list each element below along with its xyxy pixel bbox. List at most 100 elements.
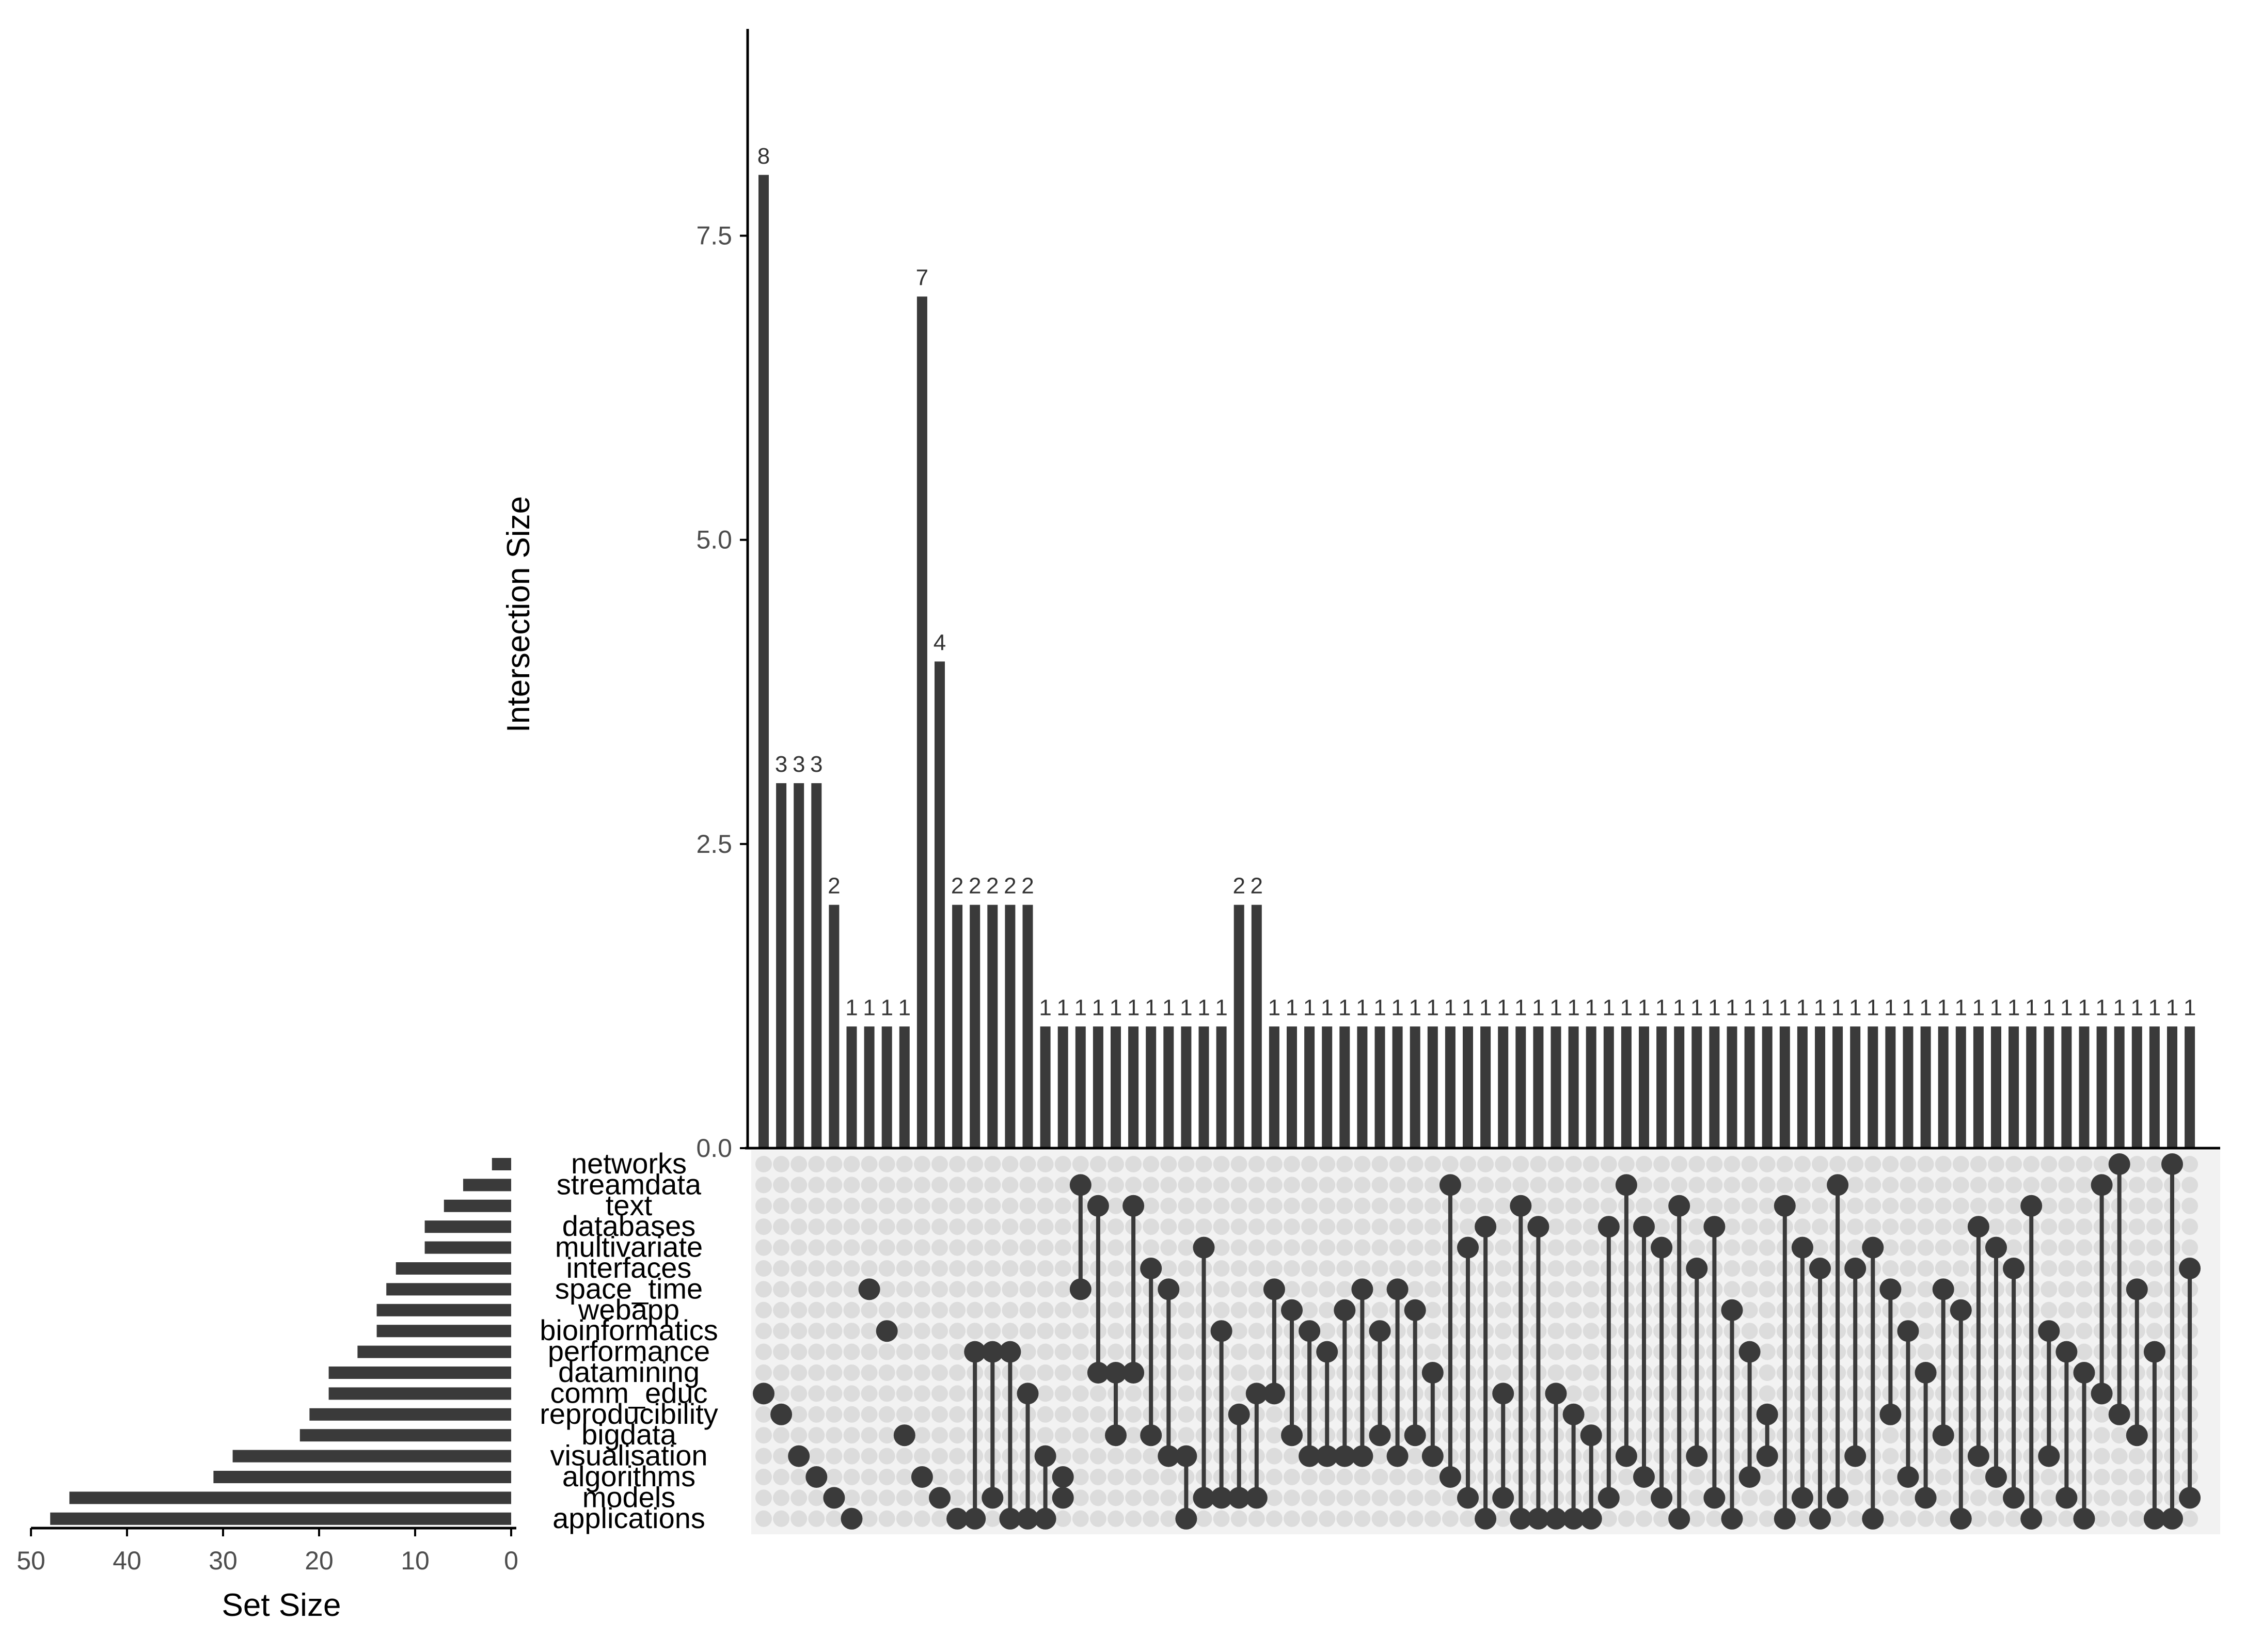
matrix-empty-dot xyxy=(1882,1218,1899,1235)
membership-dot xyxy=(1791,1236,1813,1259)
matrix-empty-dot xyxy=(1266,1510,1283,1527)
matrix-empty-dot xyxy=(1037,1364,1054,1381)
matrix-empty-dot xyxy=(1019,1364,1036,1381)
axis-ticks: 0.0 2.5 5.0 7.5 50 40 30 20 10 0 xyxy=(17,221,748,1575)
matrix-empty-dot xyxy=(861,1406,878,1423)
matrix-empty-dot xyxy=(861,1469,878,1485)
intersection-bar xyxy=(1480,1026,1491,1148)
matrix-empty-dot xyxy=(1248,1343,1265,1360)
membership-dot xyxy=(1510,1507,1532,1530)
membership-dot xyxy=(1703,1487,1726,1509)
bar-value-label: 1 xyxy=(1726,995,1738,1020)
matrix-empty-dot xyxy=(949,1260,966,1277)
matrix-empty-dot xyxy=(1952,1218,1969,1235)
intersection-bar xyxy=(1128,1026,1139,1148)
bar-value-label: 1 xyxy=(1919,995,1932,1020)
matrix-empty-dot xyxy=(1230,1323,1247,1340)
matrix-empty-dot xyxy=(1653,1510,1670,1527)
membership-dot xyxy=(1228,1487,1250,1509)
matrix-empty-dot xyxy=(1178,1239,1195,1256)
membership-dot xyxy=(1052,1487,1074,1509)
matrix-empty-dot xyxy=(1072,1489,1089,1506)
matrix-empty-dot xyxy=(913,1260,930,1277)
matrix-empty-dot xyxy=(1089,1406,1106,1423)
matrix-empty-dot xyxy=(949,1364,966,1381)
matrix-empty-dot xyxy=(826,1364,843,1381)
bar-value-label: 1 xyxy=(1092,995,1104,1020)
matrix-empty-dot xyxy=(773,1364,790,1381)
membership-dot xyxy=(841,1507,863,1530)
membership-dot xyxy=(1738,1466,1761,1488)
matrix-empty-dot xyxy=(2076,1218,2093,1235)
bar-value-label: 1 xyxy=(880,995,893,1020)
membership-dot xyxy=(2126,1424,2148,1447)
matrix-empty-dot xyxy=(1160,1469,1177,1485)
matrix-empty-dot xyxy=(931,1406,948,1423)
matrix-empty-dot xyxy=(826,1156,843,1172)
bar-value-label: 1 xyxy=(1655,995,1668,1020)
membership-dot xyxy=(2073,1507,2095,1530)
matrix-empty-dot xyxy=(1213,1301,1230,1319)
matrix-empty-dot xyxy=(773,1427,790,1444)
matrix-empty-dot xyxy=(1882,1260,1899,1277)
matrix-empty-dot xyxy=(2076,1343,2093,1360)
matrix-empty-dot xyxy=(1037,1281,1054,1298)
membership-dot xyxy=(2108,1403,2130,1425)
matrix-empty-dot xyxy=(1019,1239,1036,1256)
intersection-bar xyxy=(1639,1026,1649,1148)
matrix-empty-dot xyxy=(1600,1156,1617,1172)
matrix-empty-dot xyxy=(1406,1281,1423,1298)
matrix-empty-dot xyxy=(843,1448,860,1465)
matrix-empty-dot xyxy=(861,1343,878,1360)
matrix-empty-dot xyxy=(826,1469,843,1485)
matrix-empty-dot xyxy=(1759,1239,1776,1256)
intersection-bar xyxy=(846,1026,857,1148)
bar-value-label: 2 xyxy=(828,873,840,899)
matrix-empty-dot xyxy=(1054,1510,1071,1527)
bar-value-label: 1 xyxy=(2131,995,2143,1020)
bar-value-label: 1 xyxy=(1831,995,1844,1020)
matrix-empty-dot xyxy=(2041,1510,2058,1527)
matrix-empty-dot xyxy=(1424,1197,1441,1214)
matrix-empty-dot xyxy=(1636,1177,1652,1194)
matrix-empty-dot xyxy=(1336,1218,1353,1235)
matrix-empty-dot xyxy=(2058,1323,2075,1340)
set-name-label: bioinformatics xyxy=(540,1314,718,1346)
bar-value-label: 4 xyxy=(934,630,946,655)
bar-value-label: 1 xyxy=(1549,995,1562,1020)
matrix-empty-dot xyxy=(826,1239,843,1256)
bar-value-label: 1 xyxy=(1902,995,1914,1020)
bar-value-label: 1 xyxy=(1779,995,1791,1020)
membership-dot xyxy=(1562,1403,1585,1425)
set-name-label: bigdata xyxy=(581,1418,677,1451)
membership-dot xyxy=(1210,1487,1232,1509)
matrix-empty-dot xyxy=(2093,1469,2110,1485)
matrix-empty-dot xyxy=(1319,1218,1336,1235)
membership-dot xyxy=(2073,1362,2095,1384)
matrix-empty-dot xyxy=(773,1197,790,1214)
set-name-label: comm_educ xyxy=(550,1376,707,1409)
matrix-empty-dot xyxy=(1178,1427,1195,1444)
matrix-empty-dot xyxy=(1424,1218,1441,1235)
matrix-empty-dot xyxy=(1794,1218,1811,1235)
intersection-bar xyxy=(1797,1026,1808,1148)
bar-value-label: 1 xyxy=(863,995,875,1020)
bar-value-label: 1 xyxy=(1268,995,1280,1020)
matrix-empty-dot xyxy=(1266,1218,1283,1235)
matrix-empty-dot xyxy=(1935,1448,1952,1465)
matrix-empty-dot xyxy=(878,1427,895,1444)
matrix-empty-dot xyxy=(790,1260,808,1277)
set-name-label: datamining xyxy=(558,1356,700,1388)
matrix-empty-dot xyxy=(1301,1260,1318,1277)
matrix-empty-dot xyxy=(931,1448,948,1465)
matrix-empty-dot xyxy=(1230,1260,1247,1277)
matrix-empty-dot xyxy=(773,1343,790,1360)
intersection-bar xyxy=(1515,1026,1526,1148)
matrix-empty-dot xyxy=(2146,1156,2163,1172)
membership-dot xyxy=(1950,1507,1972,1530)
matrix-empty-dot xyxy=(1618,1156,1635,1172)
membership-dot xyxy=(858,1278,880,1300)
matrix-empty-dot xyxy=(1108,1323,1124,1340)
matrix-empty-dot xyxy=(1230,1177,1247,1194)
